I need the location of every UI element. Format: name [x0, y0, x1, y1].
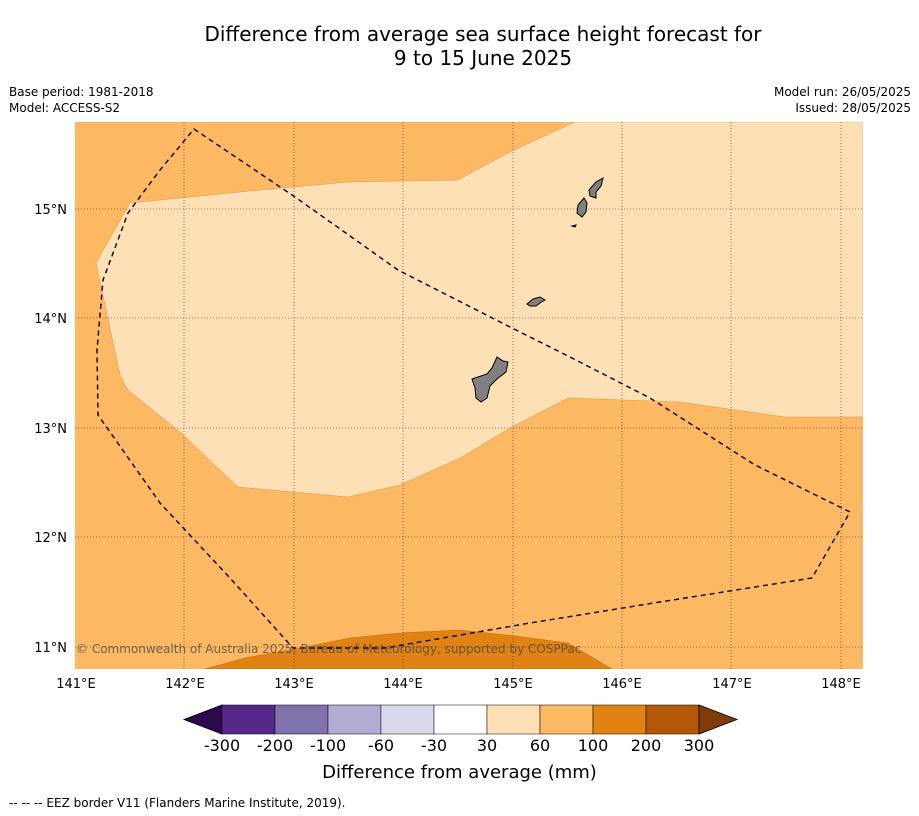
- model-name: Model: ACCESS-S2: [9, 101, 121, 115]
- colorbar-tick-label: -300: [204, 736, 240, 755]
- meta-left: Base period: 1981-2018 Model: ACCESS-S2: [9, 84, 154, 116]
- colorbar-segment: [592, 704, 647, 735]
- copyright-notice: © Commonwealth of Australia 2025, Bureau…: [76, 642, 581, 656]
- lon-label: 143°E: [274, 677, 314, 692]
- colorbar-segment: [221, 704, 276, 735]
- aguijan-island: [570, 224, 577, 228]
- colorbar-tick-label: -30: [421, 736, 447, 755]
- anomaly-100-200-region: [204, 629, 613, 669]
- lon-label: 148°E: [821, 677, 861, 692]
- colorbar-segment: [327, 704, 382, 735]
- meta-right: Model run: 26/05/2025 Issued: 28/05/2025: [774, 84, 911, 116]
- anomaly-30-60-region: [95, 122, 863, 498]
- colorbar-extend-low: [182, 704, 223, 735]
- rota-island: [526, 296, 546, 307]
- lon-label: 142°E: [165, 677, 205, 692]
- map-area: © Commonwealth of Australia 2025, Bureau…: [75, 122, 863, 669]
- colorbar-tick-label: -60: [368, 736, 394, 755]
- lon-label: 146°E: [602, 677, 642, 692]
- saipan-island: [588, 176, 604, 199]
- colorbar-segment: [539, 704, 594, 735]
- colorbar-tick-label: -100: [310, 736, 346, 755]
- latitude-labels: 15°N 14°N 13°N 12°N 11°N: [34, 203, 67, 656]
- lat-label: 11°N: [34, 641, 67, 656]
- guam-island: [471, 356, 509, 403]
- colorbar-tick-label: 200: [631, 736, 662, 755]
- tinian-island: [576, 197, 588, 218]
- title-line-2: 9 to 15 June 2025: [393, 46, 573, 70]
- lon-label: 141°E: [56, 677, 96, 692]
- issued-date: Issued: 28/05/2025: [795, 101, 911, 115]
- colorbar-segment: [380, 704, 435, 735]
- colorbar-segment: [274, 704, 329, 735]
- eez-legend-note: -- -- -- EEZ border V11 (Flanders Marine…: [9, 796, 346, 810]
- lon-label: 144°E: [383, 677, 423, 692]
- graticule: [75, 122, 863, 669]
- map-title: Difference from average sea surface heig…: [0, 22, 919, 70]
- colorbar-tick-label: 300: [684, 736, 715, 755]
- colorbar-tick-label: 30: [477, 736, 497, 755]
- colorbar-title: Difference from average (mm): [322, 762, 597, 783]
- lat-label: 12°N: [34, 531, 67, 546]
- colorbar-segment: [486, 704, 541, 735]
- base-period: Base period: 1981-2018: [9, 85, 154, 99]
- title-line-1: Difference from average sea surface heig…: [204, 22, 762, 46]
- model-run: Model run: 26/05/2025: [773, 85, 911, 99]
- colorbar-tick-label: -200: [257, 736, 293, 755]
- lat-label: 15°N: [34, 203, 67, 218]
- colorbar-segment: [433, 704, 488, 735]
- longitude-labels: 141°E 142°E 143°E 144°E 145°E 146°E 147°…: [56, 677, 861, 692]
- lat-label: 14°N: [34, 312, 67, 327]
- colorbar-extend-high: [698, 704, 739, 735]
- lon-label: 145°E: [493, 677, 533, 692]
- colorbar: -300 -200 -100 -60 -30 30 60 100 200 300: [182, 704, 739, 755]
- colorbar-segment: [645, 704, 700, 735]
- colorbar-tick-label: 60: [530, 736, 550, 755]
- colorbar-tick-label: 100: [578, 736, 609, 755]
- lon-label: 147°E: [712, 677, 752, 692]
- lat-label: 13°N: [34, 422, 67, 437]
